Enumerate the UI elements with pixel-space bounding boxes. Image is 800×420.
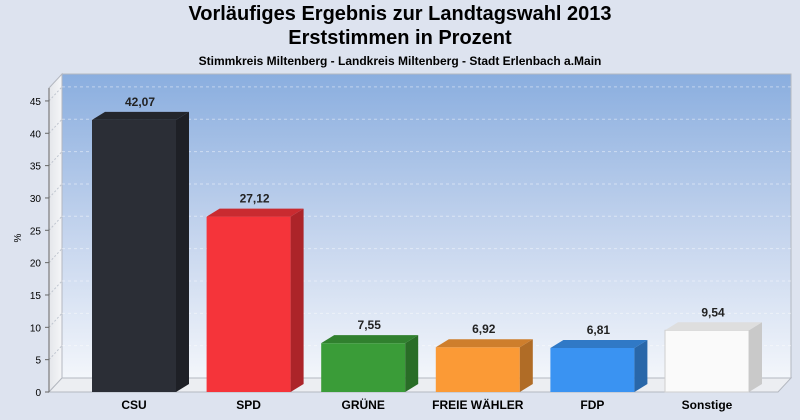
bar-front <box>206 216 291 392</box>
bar: 42,07 <box>92 95 189 392</box>
grid-line <box>48 183 63 199</box>
bar-side <box>749 322 762 392</box>
grid-line <box>48 280 63 296</box>
value-label: 6,81 <box>587 323 611 337</box>
bars: 42,07 27,12 7,55 6,92 6,81 9,54 <box>92 95 762 393</box>
x-tick-label: CSU <box>121 398 146 412</box>
bar-side <box>176 111 189 392</box>
bar-front <box>321 343 406 392</box>
y-tick-label: 10 <box>30 323 42 334</box>
x-tick-label: SPD <box>236 398 261 412</box>
y-axis-label: % <box>13 233 24 242</box>
x-tick-label: FREIE WÄHLER <box>432 397 524 412</box>
bar-front <box>435 347 520 392</box>
bar-front <box>664 329 750 393</box>
y-axis: 0 5 10 15 20 25 30 35 40 45 <box>30 88 50 399</box>
bar: 7,55 <box>321 318 419 392</box>
grid-line <box>48 86 63 102</box>
x-tick-label: FDP <box>580 398 604 412</box>
y-tick-label: 0 <box>35 388 41 399</box>
bar-top <box>321 335 419 344</box>
y-tick-label: 40 <box>30 129 42 140</box>
bar-top <box>206 208 304 217</box>
bar: 6,92 <box>435 322 533 392</box>
bar: 27,12 <box>206 192 304 392</box>
value-label: 7,55 <box>358 318 382 332</box>
value-label: 9,54 <box>701 305 725 319</box>
x-tick-label: GRÜNE <box>342 397 385 412</box>
y-tick-label: 15 <box>30 291 42 302</box>
grid-line <box>48 345 63 360</box>
grid-line <box>48 215 63 231</box>
y-tick-label: 25 <box>30 226 42 237</box>
x-tick-label: Sonstige <box>682 398 733 412</box>
value-label: 27,12 <box>240 192 270 206</box>
y-tick-label: 30 <box>30 194 42 205</box>
grid-line <box>48 151 63 166</box>
y-tick-label: 35 <box>30 162 42 173</box>
chart-title: Vorläufiges Ergebnis zur Landtagswahl 20… <box>188 3 612 25</box>
bar-side <box>634 339 648 392</box>
bar: 6,81 <box>550 323 648 392</box>
grid-line <box>48 312 63 328</box>
value-label: 42,07 <box>125 95 155 109</box>
y-tick-label: 5 <box>35 356 41 367</box>
bar-top <box>92 111 189 120</box>
bar-top <box>550 339 648 348</box>
grid-line <box>48 118 63 134</box>
y-tick-label: 20 <box>30 259 42 270</box>
bar-side <box>519 339 533 392</box>
value-label: 6,92 <box>472 322 496 336</box>
x-axis: CSU SPD GRÜNE FREIE WÄHLER FDP Sonstige <box>121 397 732 412</box>
y-tick-label: 45 <box>30 97 42 108</box>
bar-front <box>92 119 176 392</box>
chart-subtitle: Erststimmen in Prozent <box>288 27 512 49</box>
grid-line <box>48 248 63 263</box>
bar-front <box>550 347 635 392</box>
bar-top <box>435 339 533 348</box>
bar: 9,54 <box>664 305 762 393</box>
bar-side <box>405 335 419 392</box>
bar-side <box>290 208 304 392</box>
chart-region-label: Stimmkreis Miltenberg - Landkreis Milten… <box>198 54 602 68</box>
bar-top <box>665 322 762 331</box>
